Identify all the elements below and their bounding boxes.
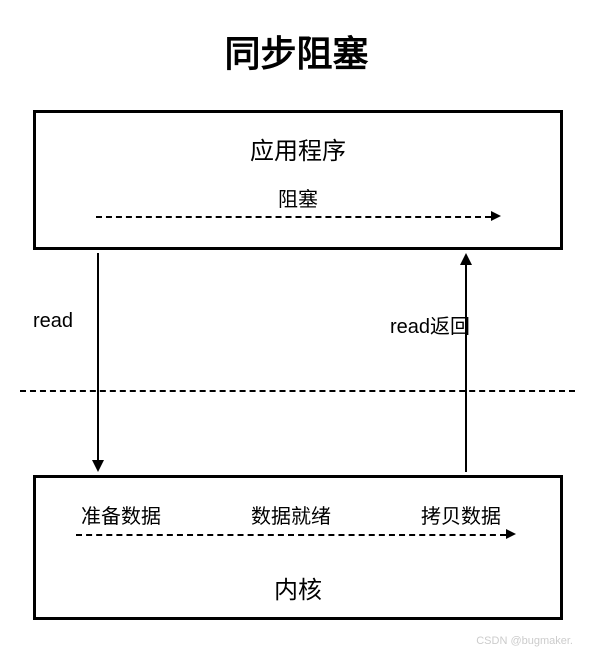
app-box-label: 应用程序	[36, 131, 560, 166]
kernel-dashed-arrow	[76, 534, 506, 536]
watermark-text: CSDN @bugmaker.	[476, 635, 573, 647]
kernel-box: 准备数据 数据就绪 拷贝数据 内核	[33, 475, 563, 620]
kernel-stage-0: 准备数据	[81, 500, 161, 529]
app-inner-label: 阻塞	[36, 183, 560, 212]
app-arrow-head	[491, 211, 501, 221]
app-dashed-arrow	[96, 216, 491, 218]
kernel-arrow-head	[506, 529, 516, 539]
edge-up-head	[460, 253, 472, 265]
app-box: 应用程序 阻塞	[33, 110, 563, 250]
kernel-stage-1: 数据就绪	[251, 500, 331, 529]
kernel-stage-2: 拷贝数据	[421, 500, 501, 529]
horizontal-divider	[20, 390, 575, 392]
edge-down-head	[92, 460, 104, 472]
edge-up-label: read返回	[390, 310, 470, 339]
edge-down-line	[97, 253, 99, 460]
diagram-title: 同步阻塞	[0, 0, 593, 77]
edge-down-label: read	[33, 310, 73, 333]
kernel-box-label: 内核	[36, 570, 560, 605]
edge-up-line	[465, 265, 467, 472]
